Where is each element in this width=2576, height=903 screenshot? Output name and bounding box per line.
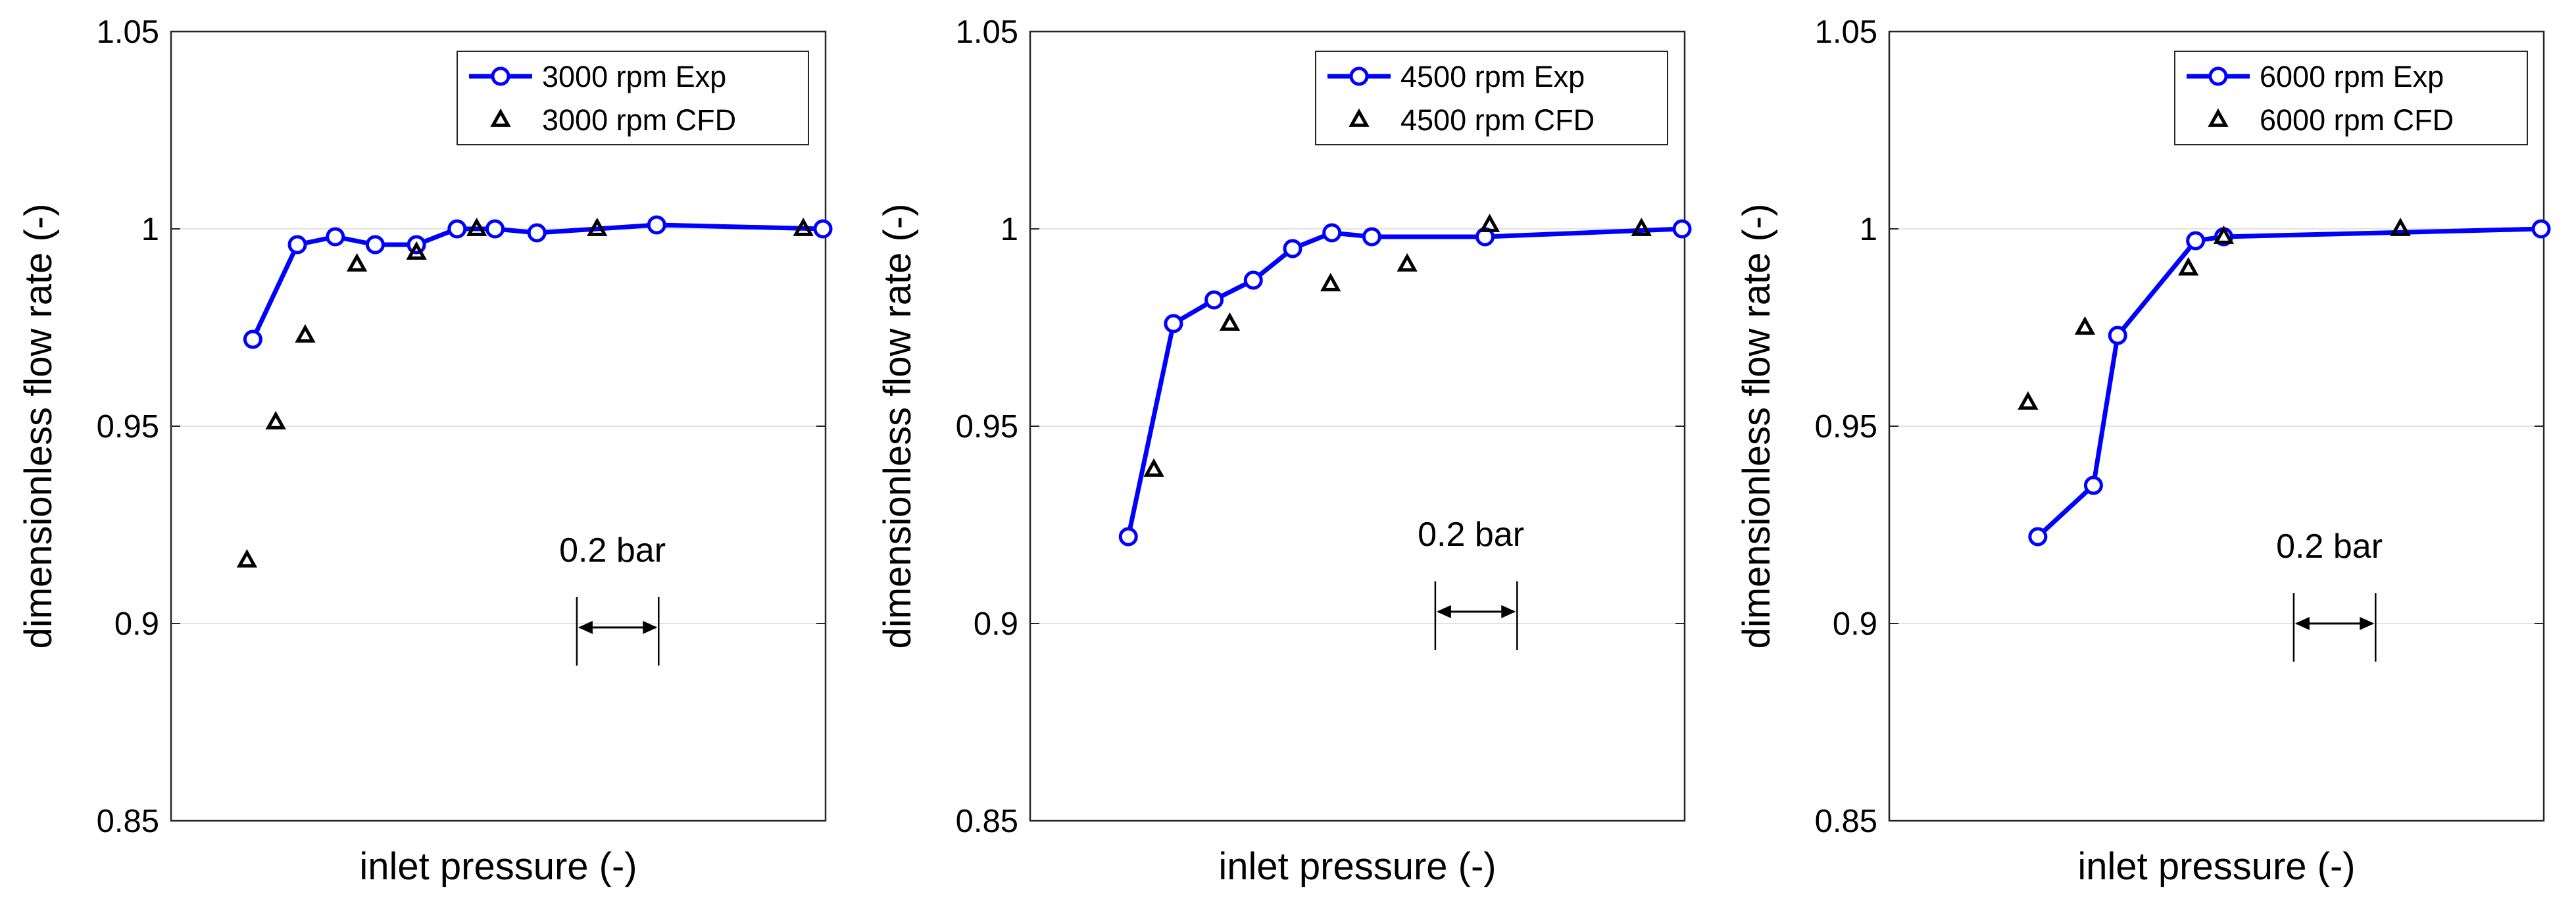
cfd-data-point xyxy=(346,253,368,272)
exp-data-point xyxy=(287,235,307,255)
chart-6000-rpm: 0.85 0.9 0.95 1 1.05 inlet pressure (-) dimens… xyxy=(1735,14,2551,888)
annotation-label: 0.2 bar xyxy=(1418,516,1524,554)
y-tick-label: 0.85 xyxy=(1815,804,1877,839)
exp-data-point xyxy=(2531,219,2551,239)
y-tick-label: 1 xyxy=(1860,212,1877,247)
y-axis-label: dimensionless flow rate (-) xyxy=(17,204,60,649)
y-axis-label: dimensionless flow rate (-) xyxy=(876,204,919,649)
exp-data-point xyxy=(326,227,345,247)
legend-box xyxy=(1315,51,1668,145)
exp-data-point xyxy=(1362,227,1381,247)
x-axis-label: inlet pressure (-) xyxy=(359,845,637,888)
exp-data-point xyxy=(1204,290,1224,310)
cfd-data-point xyxy=(295,324,316,343)
y-tick-label: 0.9 xyxy=(1833,606,1877,642)
legend-cfd-marker xyxy=(1349,108,1370,127)
y-tick-label: 1.05 xyxy=(97,14,159,50)
cfd-data-point xyxy=(2390,217,2411,236)
exp-data-point xyxy=(647,215,666,235)
annotation-arrowhead-right xyxy=(643,621,658,634)
chart-3000-rpm: 0.85 0.9 0.95 1 1.05 inlet pressure (-) dimens… xyxy=(17,14,833,888)
axes-box xyxy=(1029,30,1686,822)
exp-data-point xyxy=(447,219,467,239)
cfd-data-point xyxy=(466,217,487,236)
x-axis-label: inlet pressure (-) xyxy=(2077,845,2355,888)
exp-data-point xyxy=(1243,270,1263,290)
legend-cfd-marker xyxy=(490,108,511,127)
cfd-data-point xyxy=(265,410,286,429)
exp-data-point xyxy=(365,235,385,255)
y-tick-label: 0.95 xyxy=(956,409,1018,445)
annotation-arrowhead-left xyxy=(1436,605,1451,618)
exp-data-point xyxy=(2186,231,2206,251)
axes-box xyxy=(1888,30,2545,822)
exp-data-point xyxy=(813,219,833,239)
chart-4500-rpm: 0.85 0.9 0.95 1 1.05 inlet pressure (-) dimens… xyxy=(876,14,1692,888)
exp-data-point xyxy=(1672,219,1692,239)
cfd-data-point xyxy=(2074,316,2096,335)
legend-exp-label: 4500 rpm Exp xyxy=(1400,60,1585,93)
y-tick-label: 0.9 xyxy=(114,606,159,642)
exp-data-point xyxy=(2083,476,2103,495)
exp-data-point xyxy=(1283,239,1302,258)
exp-data-point xyxy=(2028,527,2048,547)
cfd-data-point xyxy=(2018,391,2039,410)
legend-cfd-label: 3000 rpm CFD xyxy=(542,103,736,137)
axes-box xyxy=(170,30,827,822)
chart-panel-4500-rpm: 0.85 0.9 0.95 1 1.05 inlet pressure (-) dimens… xyxy=(859,0,1718,903)
annotation-arrowhead-right xyxy=(1501,605,1516,618)
cfd-data-point xyxy=(2213,225,2235,244)
exp-data-point xyxy=(243,329,262,349)
legend-cfd-label: 4500 rpm CFD xyxy=(1400,103,1595,137)
cfd-data-point xyxy=(587,217,608,236)
legend-exp-marker xyxy=(2208,66,2228,86)
y-tick-label: 0.95 xyxy=(97,409,159,445)
cfd-data-point xyxy=(1631,217,1652,236)
exp-data-point xyxy=(1322,223,1342,243)
cfd-data-point xyxy=(2178,256,2199,276)
exp-data-point xyxy=(1164,314,1183,333)
annotation-arrowhead-left xyxy=(2294,617,2310,630)
exp-data-point xyxy=(527,223,547,243)
cfd-data-point xyxy=(236,549,258,568)
cfd-data-point xyxy=(1479,213,1500,232)
legend-cfd-label: 6000 rpm CFD xyxy=(2260,103,2454,137)
annotation-arrowhead-left xyxy=(578,621,593,634)
exp-data-point xyxy=(2108,326,2127,345)
legend-exp-label: 3000 rpm Exp xyxy=(542,60,726,93)
cfd-data-point xyxy=(1397,253,1418,272)
exp-data-point xyxy=(485,219,505,239)
cfd-data-point xyxy=(406,241,427,260)
legend-exp-marker xyxy=(1349,66,1369,86)
x-axis-label: inlet pressure (-) xyxy=(1218,845,1496,888)
annotation-arrowhead-right xyxy=(2360,617,2375,630)
annotation-label: 0.2 bar xyxy=(559,531,666,570)
annotation-label: 0.2 bar xyxy=(2276,527,2383,566)
legend-cfd-marker xyxy=(2208,108,2229,127)
chart-panel-3000-rpm: 0.85 0.9 0.95 1 1.05 inlet pressure (-) dimens… xyxy=(0,0,859,903)
y-tick-label: 1 xyxy=(1001,212,1018,247)
exp-data-point xyxy=(1118,527,1138,547)
y-axis-label: dimensionless flow rate (-) xyxy=(1735,204,1778,649)
cfd-data-point xyxy=(1219,312,1241,331)
y-tick-label: 0.85 xyxy=(956,804,1018,839)
legend-exp-label: 6000 rpm Exp xyxy=(2260,60,2444,93)
cfd-data-point xyxy=(1320,272,1341,291)
y-tick-label: 0.85 xyxy=(97,804,159,839)
y-tick-label: 1.05 xyxy=(1815,14,1877,50)
chart-panel-6000-rpm: 0.85 0.9 0.95 1 1.05 inlet pressure (-) dimens… xyxy=(1718,0,2576,903)
y-tick-label: 1 xyxy=(141,212,159,247)
y-tick-label: 0.95 xyxy=(1815,409,1877,445)
y-tick-label: 1.05 xyxy=(956,14,1018,50)
y-tick-label: 0.9 xyxy=(974,606,1018,642)
legend-exp-marker xyxy=(491,66,510,86)
exp-series-line xyxy=(2036,226,2542,539)
cfd-data-point xyxy=(793,217,814,236)
legend-box xyxy=(457,51,809,145)
legend-box xyxy=(2174,51,2528,145)
exp-series-line xyxy=(251,222,824,341)
cfd-data-point xyxy=(1143,458,1164,477)
